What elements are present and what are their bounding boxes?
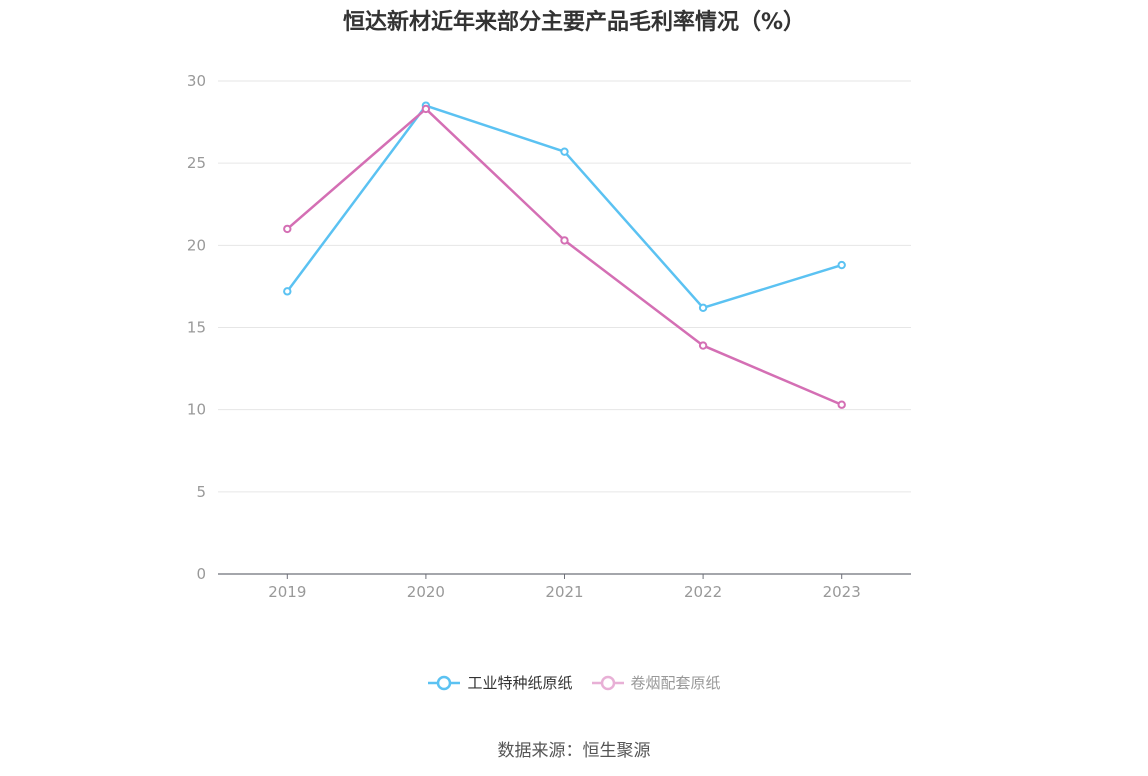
legend-item-cigarette-paper[interactable]: 卷烟配套原纸 <box>591 672 721 693</box>
legend-label: 卷烟配套原纸 <box>630 674 721 692</box>
chart-title: 恒达新材近年来部分主要产品毛利率情况（%） <box>342 10 806 35</box>
y-tick-label: 10 <box>187 401 206 419</box>
grid-lines <box>218 80 911 493</box>
data-point[interactable] <box>560 147 569 156</box>
data-point[interactable] <box>837 400 846 409</box>
x-tick-label: 2020 <box>407 583 445 601</box>
data-point[interactable] <box>283 224 292 234</box>
data-point[interactable] <box>560 236 569 245</box>
legend-line-circle-icon <box>428 675 461 690</box>
x-tick-label: 2021 <box>545 583 583 601</box>
y-tick-label: 15 <box>187 319 206 337</box>
data-point[interactable] <box>421 104 431 114</box>
data-point[interactable] <box>283 287 292 296</box>
y-tick-label: 20 <box>187 236 206 254</box>
y-tick-label: 5 <box>196 483 206 501</box>
legend-item-industrial-paper[interactable]: 工业特种纸原纸 <box>427 672 573 693</box>
y-tick-label: 0 <box>196 565 206 583</box>
axes: 0 5 10 15 20 25 30 2019 2020 2021 2022 2023 <box>187 72 911 601</box>
data-point[interactable] <box>698 303 708 312</box>
legend: 工业特种纸原纸 卷烟配套原纸 <box>0 672 1148 693</box>
legend-line-circle-icon <box>591 675 624 690</box>
y-tick-label: 30 <box>187 72 206 90</box>
source-note: 数据来源：恒生聚源 <box>497 741 651 761</box>
x-tick-label: 2023 <box>823 583 861 601</box>
series-line-0 <box>286 104 843 310</box>
legend-label: 工业特种纸原纸 <box>467 674 573 692</box>
y-tick-label: 25 <box>187 154 206 172</box>
data-point[interactable] <box>837 260 846 270</box>
data-point[interactable] <box>698 341 708 350</box>
x-tick-label: 2022 <box>684 583 722 601</box>
x-tick-label: 2019 <box>268 583 306 601</box>
series-lines <box>283 101 846 409</box>
